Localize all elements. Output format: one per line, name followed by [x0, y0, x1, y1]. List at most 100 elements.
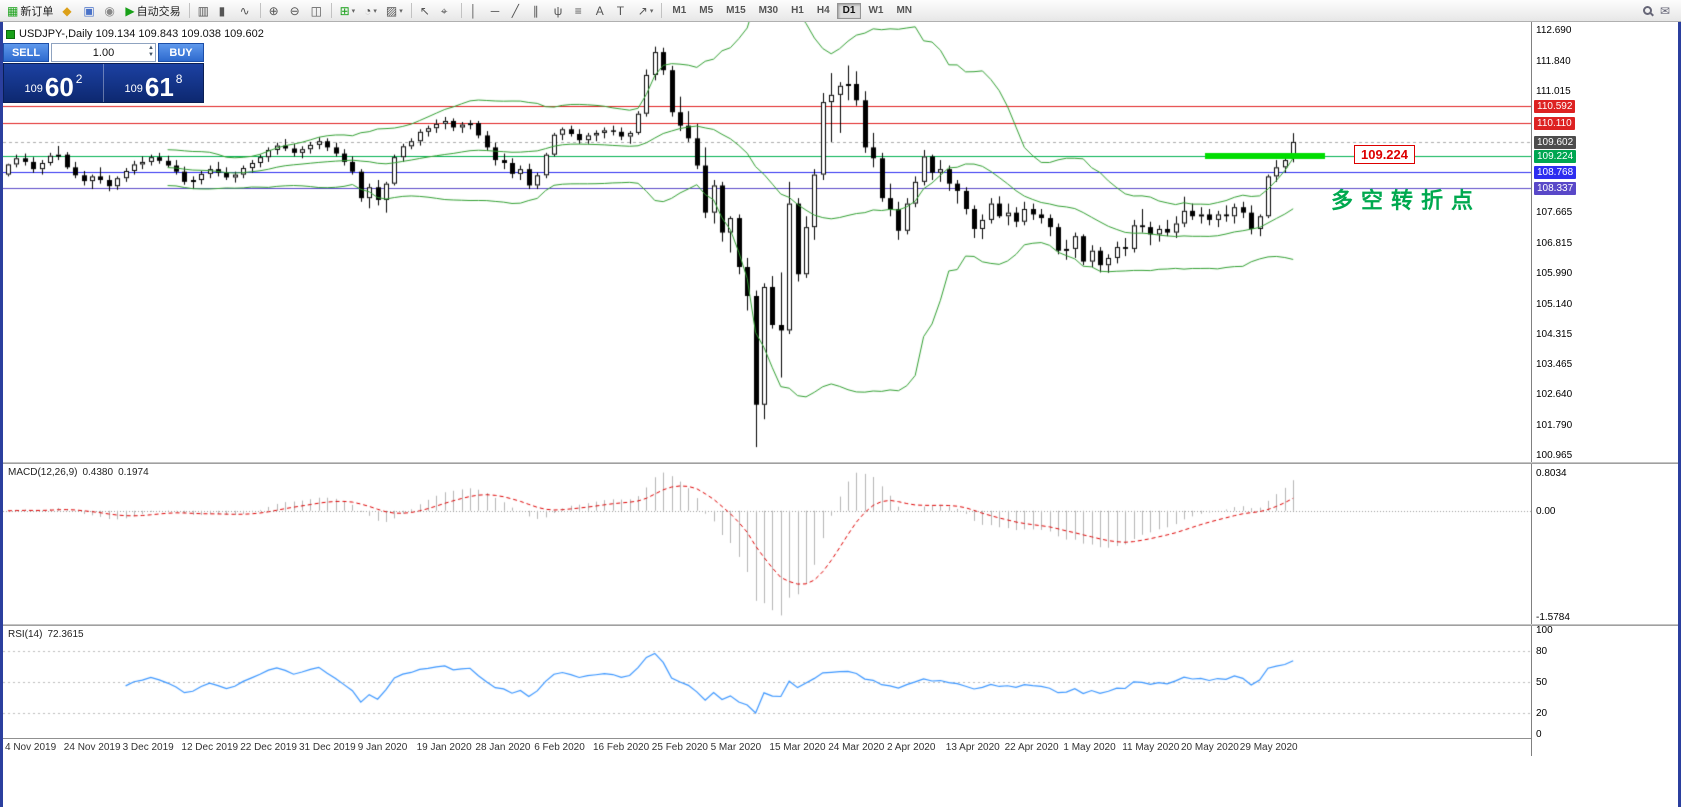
tile-windows-button[interactable]: ◫ [307, 2, 327, 20]
indicators-button[interactable]: ⊞ ▾ [336, 2, 360, 20]
timeframe-m30-button[interactable]: M30 [758, 5, 779, 16]
toolbar-separator [410, 3, 412, 18]
timeframe-h4-button[interactable]: H4 [816, 5, 830, 16]
timeframe-w1-button[interactable]: W1 [868, 5, 884, 16]
fibonacci-icon: ≡ [574, 3, 582, 18]
timeframe-m5-button[interactable]: M5 [699, 5, 714, 16]
stepper-down-icon[interactable]: ▼ [148, 52, 154, 58]
date-axis-label: 6 Feb 2020 [534, 742, 585, 753]
price-axis-label: 105.990 [1536, 267, 1573, 279]
sell-price-sup: 2 [75, 72, 83, 86]
buy-button[interactable]: BUY [158, 43, 204, 62]
chart-bars-button[interactable]: ▥ [194, 2, 214, 20]
trendline-icon: ╱ [511, 3, 520, 18]
periods-button[interactable]: ◔ ▾ [360, 2, 381, 20]
templates-button[interactable]: ▨ ▾ [382, 2, 407, 20]
date-axis-label: 16 Feb 2020 [593, 742, 650, 753]
indicators-icon: ⊞ [339, 3, 350, 18]
price-axis-label: 107.665 [1536, 207, 1573, 219]
cursor-button[interactable]: ↖ [416, 2, 436, 20]
macd-panel-canvas[interactable] [3, 464, 1531, 624]
price-axis-label: 103.465 [1536, 359, 1573, 371]
price-annotation-label[interactable]: 109.224 [1354, 145, 1415, 164]
window-border-left [0, 22, 3, 807]
text-label-button[interactable]: T [613, 2, 633, 20]
trendline-button[interactable]: ╱ [508, 2, 528, 20]
timeframe-m15-button[interactable]: M15 [726, 5, 746, 16]
chart-symbol-icon [6, 29, 15, 39]
macd-scale-label: 0.00 [1536, 505, 1556, 517]
price-axis-label: 109.224 [1534, 149, 1577, 163]
templates-icon: ▨ [385, 3, 398, 18]
date-axis-label: 3 Dec 2019 [122, 742, 174, 753]
date-axis-label: 20 May 2020 [1181, 742, 1239, 753]
macd-panel-splitter[interactable] [3, 462, 1678, 464]
turning-point-note[interactable]: 多空转折点 [1331, 188, 1482, 213]
price-axis-label: 111.840 [1536, 55, 1571, 67]
market-watch-button[interactable]: ◆ [58, 2, 78, 20]
price-axis-label: 106.815 [1536, 237, 1573, 249]
channel-button[interactable]: ∥ [529, 2, 549, 20]
crosshair-icon: ⌖ [440, 3, 448, 18]
arrows-button[interactable]: ↗ ▾ [634, 2, 658, 20]
rsi-scale-label: 0 [1536, 729, 1542, 740]
timeframe-d1-button[interactable]: D1 [836, 2, 862, 19]
macd-scale-label: -1.5784 [1536, 612, 1570, 623]
new-order-button[interactable]: ▦ 新订单 [3, 2, 57, 20]
community-icon[interactable]: ✉ [1659, 3, 1670, 18]
main-chart-canvas[interactable] [3, 22, 1531, 462]
macd-indicator-label: MACD(12,26,9) 0.4380 0.1974 [8, 467, 149, 478]
market-watch-icon: ◆ [62, 3, 72, 18]
stepper-up-icon[interactable]: ▲ [148, 45, 154, 51]
chart-candlesticks-button[interactable]: ▮ [215, 2, 235, 20]
one-click-trading-panel: SELL 1.00 ▲ ▼ BUY 109 60 2 109 61 8 [3, 43, 204, 103]
price-axis-label: 104.315 [1536, 328, 1573, 340]
macd-value-main: 0.4380 [82, 467, 114, 478]
timeframe-mn-button[interactable]: MN [896, 5, 913, 16]
toolbar-separator [188, 3, 190, 18]
new-order-label: 新订单 [20, 5, 54, 18]
caret-down-icon: ▾ [399, 7, 403, 15]
navigator-button[interactable]: ▣ [79, 2, 99, 20]
text-icon: A [595, 3, 604, 18]
toolbar: ▦ 新订单 ◆ ▣ ◉ ▶ 自动交易 ▥ ▮ ∿ ⊕ ⊖ ◫ ⊞ ▾ ◔ ▾ ▨ ▾ ↖ ⌖ │ ─ ╱ ∥ ψ ≡ A T ↗ ▾ M1 M5… [0, 0, 1681, 22]
zoom-in-button[interactable]: ⊕ [265, 2, 285, 20]
price-axis-label: 110.592 [1534, 100, 1576, 113]
terminal-button[interactable]: ◉ [100, 2, 120, 20]
rsi-panel-splitter[interactable] [3, 624, 1678, 626]
sell-button[interactable]: SELL [3, 43, 49, 62]
vertical-line-button[interactable]: │ [466, 2, 486, 20]
rsi-name: RSI(14) [8, 629, 43, 640]
date-axis-label: 24 Mar 2020 [828, 742, 885, 753]
crosshair-button[interactable]: ⌖ [437, 2, 457, 20]
autotrading-icon: ▶ [125, 3, 135, 18]
buy-quote[interactable]: 109 61 8 [103, 64, 203, 102]
zoom-out-icon: ⊖ [289, 3, 300, 18]
caret-down-icon: ▾ [351, 7, 356, 15]
price-axis-label: 108.337 [1534, 181, 1577, 195]
volume-input[interactable]: 1.00 ▲ ▼ [51, 43, 156, 62]
date-axis-label: 13 Apr 2020 [945, 742, 1000, 753]
buy-price-prefix: 109 [124, 83, 143, 95]
price-axis-label: 109.602 [1534, 135, 1577, 149]
price-axis-label: 111.015 [1536, 85, 1571, 97]
timeframe-h1-button[interactable]: H1 [791, 5, 804, 16]
chart-line-button[interactable]: ∿ [236, 2, 256, 20]
fibonacci-button[interactable]: ≡ [571, 2, 591, 20]
autotrading-button[interactable]: ▶ 自动交易 [121, 2, 184, 20]
buy-price-sup: 8 [175, 72, 183, 86]
date-axis-label: 15 Mar 2020 [769, 742, 826, 753]
sell-quote[interactable]: 109 60 2 [4, 64, 103, 102]
timeframe-m1-button[interactable]: M1 [672, 5, 687, 16]
volume-stepper[interactable]: ▲ ▼ [148, 45, 154, 59]
rsi-value: 72.3615 [47, 629, 84, 640]
search-icon[interactable] [1642, 6, 1652, 15]
zoom-out-button[interactable]: ⊖ [286, 2, 306, 20]
caret-down-icon: ▾ [373, 7, 377, 15]
text-button[interactable]: A [592, 2, 612, 20]
horizontal-line-button[interactable]: ─ [487, 2, 507, 20]
rsi-panel-canvas[interactable] [3, 626, 1531, 738]
price-axis[interactable]: 112.690 111.840 111.015 110.592 110.110 109.6… [1531, 22, 1678, 756]
date-axis[interactable]: 4 Nov 2019 24 Nov 2019 3 Dec 2019 12 Dec 20… [3, 738, 1531, 756]
andrews-pitchfork-button[interactable]: ψ [550, 2, 570, 20]
